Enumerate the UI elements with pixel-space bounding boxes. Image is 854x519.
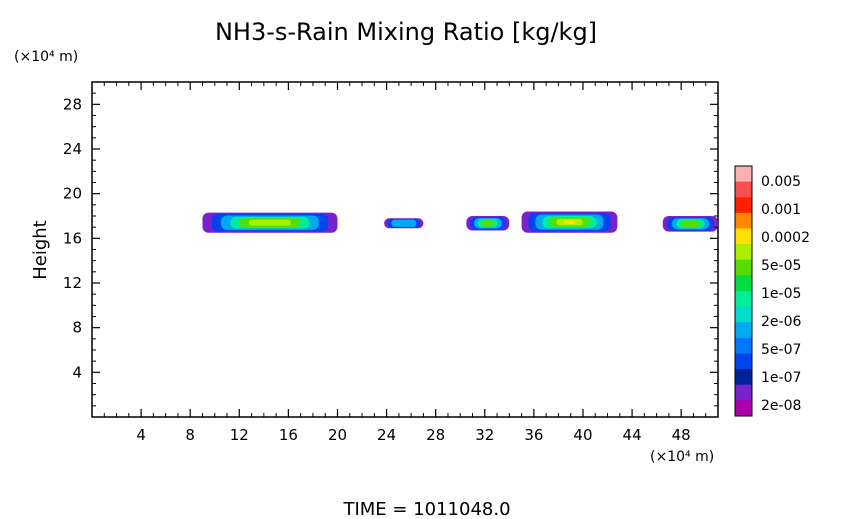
colorbar-swatch [735,259,752,276]
contour-region [466,216,510,231]
y-tick-label-24: 24 [63,140,82,158]
x-tick-label-16: 16 [279,426,298,444]
y-axis-ticks: 4 8 12 16 20 24 28 [63,92,718,407]
y-tick-label-12: 12 [63,274,82,292]
colorbar-swatch [735,291,752,308]
colorbar-legend: 0.005 0.001 0.0002 5e-05 1e-05 2e-06 5e-07 1e-0… [734,165,810,417]
colorbar-swatch [735,197,752,214]
x-tick-label-24: 24 [377,426,396,444]
colorbar-swatch [735,275,752,292]
contour-band [391,219,417,227]
colorbar-label: 5e-07 [761,342,801,358]
colorbar-swatch [735,212,752,229]
colorbar-label: 0.005 [761,174,801,190]
x-tick-label-36: 36 [524,426,543,444]
y-tick-label-4: 4 [72,363,82,381]
y-tick-label-28: 28 [63,95,82,113]
plot-frame [91,81,719,418]
colorbar-swatch [735,384,752,401]
x-tick-label-4: 4 [136,426,146,444]
colorbar-label: 0.0002 [761,230,810,246]
contour-regions [202,211,718,233]
contour-band [563,220,576,224]
colorbar-swatch [735,166,752,183]
colorbar-swatch [735,400,752,417]
colorbar-label: 1e-05 [761,286,801,302]
y-tick-label-8: 8 [72,319,82,337]
colorbar-swatch [735,228,752,245]
x-axis-ticks: 4 8 12 16 20 24 28 32 36 40 44 48 [103,82,707,444]
colorbar-label: 1e-07 [761,370,801,386]
colorbar-swatch [735,353,752,370]
colorbar-swatch [735,369,752,386]
contour-band [680,220,700,228]
y-axis-label: Height [30,220,51,280]
x-tick-label-48: 48 [672,426,691,444]
x-tick-label-40: 40 [573,426,592,444]
x-tick-label-12: 12 [230,426,249,444]
x-unit-label: (×10⁴ m) [650,449,714,465]
colorbar-swatch [735,181,752,198]
x-tick-label-28: 28 [426,426,445,444]
contour-band [481,220,495,227]
colorbar-swatch [735,337,752,354]
x-tick-label-20: 20 [328,426,347,444]
chart-title: NH3-s-Rain Mixing Ratio [kg/kg] [215,18,597,46]
colorbar-swatch [735,244,752,261]
colorbar-frame [734,165,753,417]
colorbar-swatch [735,306,752,323]
contour-band [248,219,291,226]
y-tick-label-16: 16 [63,229,82,247]
contour-region [521,211,618,233]
colorbar-swatch [735,322,752,339]
x-tick-label-32: 32 [475,426,494,444]
y-unit-label: (×10⁴ m) [14,49,78,65]
colorbar-label: 2e-08 [761,398,801,414]
colorbar-label: 5e-05 [761,258,801,274]
contour-region [384,218,424,229]
time-footer: TIME = 1011048.0 [342,499,510,519]
x-tick-label-8: 8 [185,426,195,444]
colorbar-label: 0.001 [761,202,801,218]
contour-region [662,216,718,232]
colorbar-label: 2e-06 [761,314,801,330]
y-tick-label-20: 20 [63,185,82,203]
x-tick-label-44: 44 [623,426,642,444]
contour-region [202,212,338,233]
